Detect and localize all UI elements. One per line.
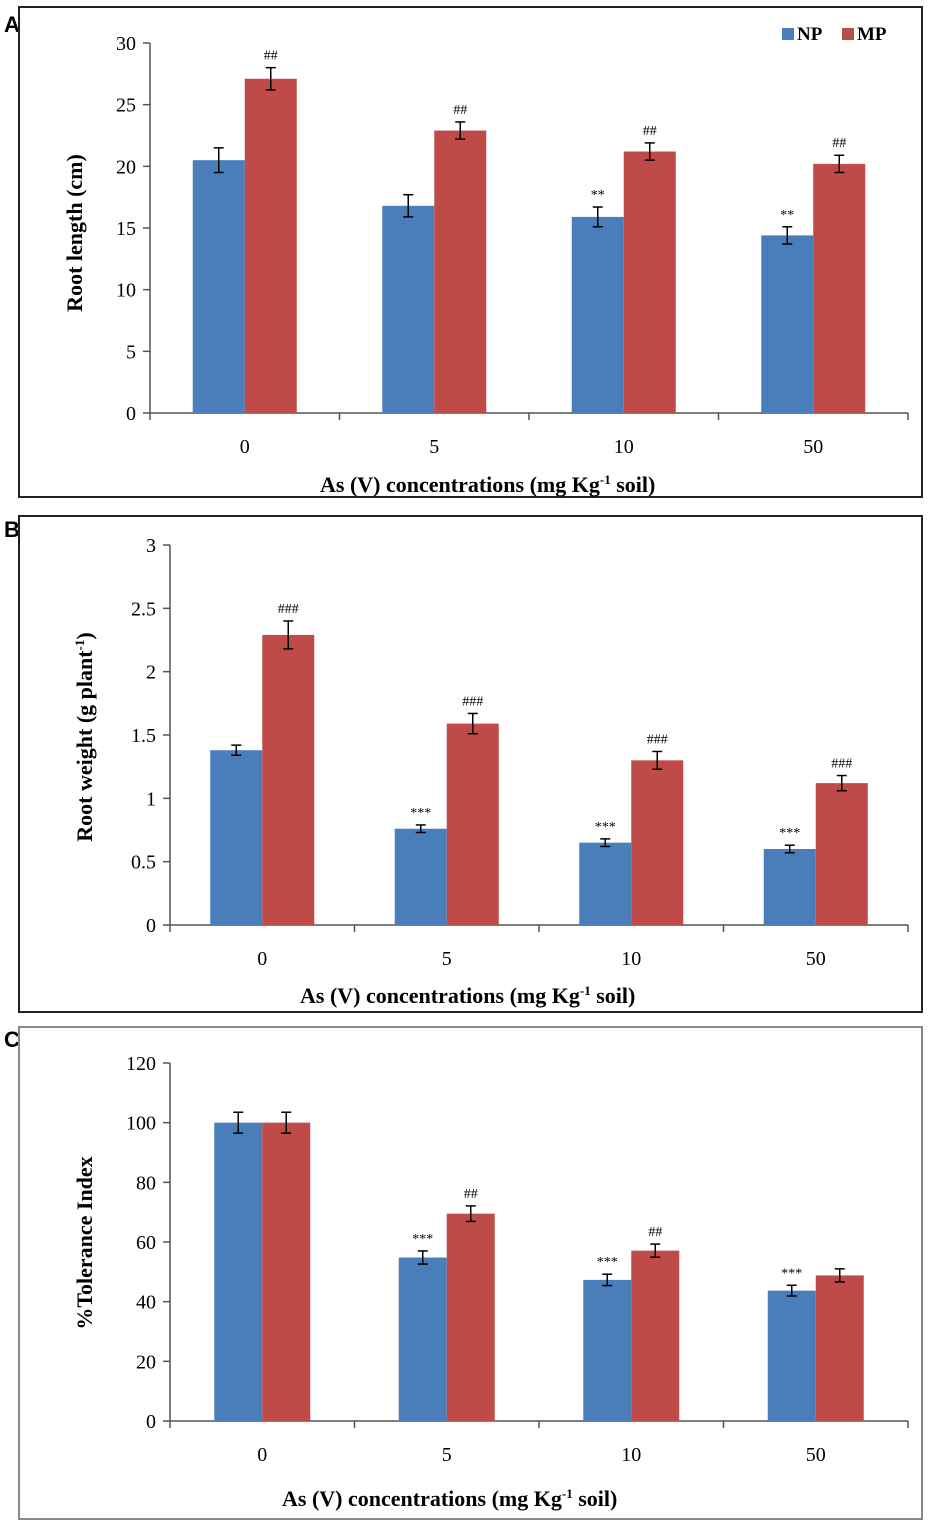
significance-label: ### [278,602,299,617]
x-tick-label: 50 [806,948,826,970]
y-tick-label: 0 [146,1411,156,1433]
legend-mp-label: MP [857,24,887,45]
np-bar [394,828,447,925]
y-tick-label: 10 [116,280,136,302]
y-tick-label: 120 [126,1053,156,1075]
np-bar [382,205,435,413]
legend-np-label: NP [797,24,823,45]
mp-bar [262,1122,311,1421]
x-axis-title: As (V) concentrations (mg Kg-1 soil) [282,1486,617,1511]
x-tick-label: 0 [257,948,267,970]
y-tick-label: 2.5 [131,598,156,620]
x-axis-title: As (V) concentrations (mg Kg-1 soil) [300,983,635,1008]
y-tick-label: 60 [136,1232,156,1254]
legend-mp-swatch [842,28,854,40]
significance-label: *** [597,1255,618,1270]
panel-b-letter: B [4,517,20,542]
root-length-chart: As (V) concentrations (mg Kg-1 soil) Roo… [62,24,909,497]
y-axis-title: Root length (cm) [62,154,87,312]
y-tick-label: 0 [126,403,136,425]
np-bar [767,1290,816,1421]
x-tick-label: 50 [806,1444,826,1466]
y-tick-label: 1.5 [131,725,156,747]
x-tick-label: 5 [442,1444,452,1466]
x-tick-label: 5 [442,948,452,970]
y-tick-label: 0 [146,915,156,937]
mp-bar [262,634,315,925]
legend-np-swatch [782,28,794,40]
significance-label: ### [647,732,668,747]
mp-bar [446,723,499,925]
y-tick-label: 1 [146,788,156,810]
np-bar [761,235,814,413]
significance-label: ## [464,1187,478,1202]
np-bar [192,160,245,413]
significance-label: *** [412,1232,433,1247]
significance-label: *** [595,820,616,835]
significance-label: ## [832,136,846,151]
panel-a: As (V) concentrations (mg Kg-1 soil) Roo… [18,6,923,498]
significance-label: *** [410,806,431,821]
y-axis-title: Root weight (g plant-1) [72,632,97,841]
x-tick-label: 10 [621,948,641,970]
mp-bar [631,760,684,925]
x-tick-label: 10 [621,1444,641,1466]
x-tick-label: 5 [429,436,439,458]
significance-label: *** [779,826,800,841]
panel-c: As (V) concentrations (mg Kg-1 soil) %To… [18,1026,923,1520]
root-weight-chart: As (V) concentrations (mg Kg-1 soil) Roo… [72,535,909,1008]
np-bar [398,1257,447,1421]
significance-label: ## [643,124,657,139]
np-bar [210,750,263,925]
significance-label: ### [831,757,852,772]
mp-bar [623,151,676,414]
np-bar [579,842,632,925]
significance-label: ### [462,694,483,709]
y-tick-label: 20 [116,156,136,178]
np-bar [583,1279,632,1421]
y-tick-label: 40 [136,1292,156,1314]
significance-label: ## [264,49,278,64]
mp-bar [813,163,866,413]
x-tick-label: 50 [803,436,823,458]
panel-b: As (V) concentrations (mg Kg-1 soil) Roo… [18,515,923,1013]
significance-label: ** [780,208,794,223]
y-axis-title: %Tolerance Index [72,1156,97,1329]
y-tick-label: 20 [136,1351,156,1373]
mp-bar [815,1275,864,1421]
significance-label: ## [648,1225,662,1240]
np-bar [214,1122,263,1421]
x-tick-label: 10 [614,436,634,458]
y-tick-label: 15 [116,218,136,240]
mp-bar [815,783,868,925]
mp-bar [446,1213,495,1421]
mp-bar [434,130,487,414]
x-tick-label: 0 [240,436,250,458]
y-tick-label: 2 [146,662,156,684]
significance-label: *** [781,1266,802,1281]
mp-bar [244,78,297,414]
y-tick-label: 100 [126,1113,156,1135]
y-tick-label: 30 [116,33,136,55]
significance-label: ** [591,188,605,203]
y-tick-label: 0.5 [131,852,156,874]
panel-c-letter: C [4,1027,20,1052]
y-tick-label: 5 [126,341,136,363]
tolerance-index-chart: As (V) concentrations (mg Kg-1 soil) %To… [72,1053,909,1511]
legend: NP MP [782,24,887,45]
x-axis-title: As (V) concentrations (mg Kg-1 soil) [320,472,655,497]
np-bar [571,216,624,413]
mp-bar [631,1250,680,1421]
x-tick-label: 0 [257,1444,267,1466]
significance-label: ## [453,103,467,118]
panel-a-letter: A [4,12,20,37]
y-tick-label: 80 [136,1172,156,1194]
y-tick-label: 25 [116,95,136,117]
y-tick-label: 3 [146,535,156,557]
np-bar [763,849,816,925]
